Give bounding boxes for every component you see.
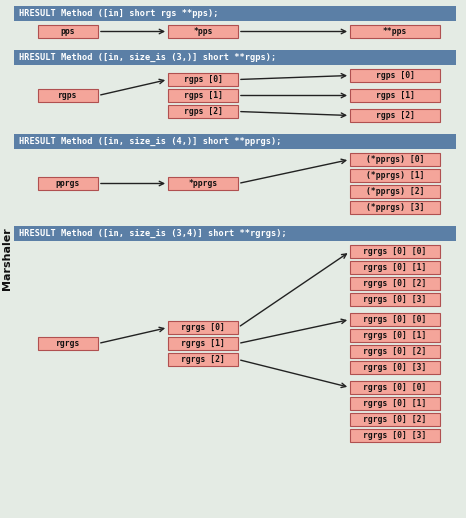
Text: (*pprgs) [3]: (*pprgs) [3] <box>366 203 424 212</box>
Text: rgps [1]: rgps [1] <box>376 91 414 100</box>
FancyBboxPatch shape <box>350 345 440 358</box>
FancyBboxPatch shape <box>350 361 440 374</box>
FancyBboxPatch shape <box>14 226 456 241</box>
FancyBboxPatch shape <box>350 313 440 326</box>
FancyBboxPatch shape <box>350 25 440 38</box>
FancyBboxPatch shape <box>350 185 440 198</box>
Text: HRESULT Method ([in] short rgs **pps);: HRESULT Method ([in] short rgs **pps); <box>19 9 219 18</box>
Text: rgps [0]: rgps [0] <box>376 71 414 80</box>
FancyBboxPatch shape <box>168 105 238 118</box>
FancyBboxPatch shape <box>350 245 440 258</box>
Text: pprgs: pprgs <box>56 179 80 188</box>
FancyBboxPatch shape <box>14 50 456 65</box>
Text: rgrgs [1]: rgrgs [1] <box>181 339 225 348</box>
FancyBboxPatch shape <box>350 277 440 290</box>
Text: pps: pps <box>61 27 75 36</box>
FancyBboxPatch shape <box>350 153 440 166</box>
Text: rgrgs [0] [1]: rgrgs [0] [1] <box>363 399 427 408</box>
FancyBboxPatch shape <box>168 177 238 190</box>
Text: rgrgs [0] [3]: rgrgs [0] [3] <box>363 363 427 372</box>
FancyBboxPatch shape <box>350 293 440 306</box>
Text: rgps [0]: rgps [0] <box>184 75 222 84</box>
FancyBboxPatch shape <box>168 321 238 334</box>
FancyBboxPatch shape <box>168 25 238 38</box>
Text: rgrgs [0] [0]: rgrgs [0] [0] <box>363 383 427 392</box>
FancyBboxPatch shape <box>38 177 98 190</box>
FancyBboxPatch shape <box>14 134 456 149</box>
FancyBboxPatch shape <box>350 381 440 394</box>
Text: Marshaler: Marshaler <box>2 227 12 291</box>
FancyBboxPatch shape <box>168 353 238 366</box>
Text: rgrgs [2]: rgrgs [2] <box>181 355 225 364</box>
Text: rgrgs [0] [0]: rgrgs [0] [0] <box>363 315 427 324</box>
FancyBboxPatch shape <box>350 413 440 426</box>
Text: (*pprgs) [2]: (*pprgs) [2] <box>366 187 424 196</box>
Text: rgrgs [0]: rgrgs [0] <box>181 323 225 332</box>
FancyBboxPatch shape <box>350 89 440 102</box>
Text: rgrgs [0] [2]: rgrgs [0] [2] <box>363 347 427 356</box>
Text: (*pprgs) [0]: (*pprgs) [0] <box>366 155 424 164</box>
Text: rgrgs [0] [3]: rgrgs [0] [3] <box>363 295 427 304</box>
FancyBboxPatch shape <box>350 397 440 410</box>
Text: *pps: *pps <box>193 27 213 36</box>
Text: (*pprgs) [1]: (*pprgs) [1] <box>366 171 424 180</box>
Text: HRESULT Method ([in, size_is (3,)] short **rgps);: HRESULT Method ([in, size_is (3,)] short… <box>19 53 276 62</box>
FancyBboxPatch shape <box>168 337 238 350</box>
Text: rgrgs [0] [0]: rgrgs [0] [0] <box>363 247 427 256</box>
Text: rgrgs [0] [3]: rgrgs [0] [3] <box>363 431 427 440</box>
FancyBboxPatch shape <box>38 337 98 350</box>
FancyBboxPatch shape <box>350 69 440 82</box>
FancyBboxPatch shape <box>14 6 456 21</box>
Text: rgps: rgps <box>58 91 78 100</box>
Text: rgps [1]: rgps [1] <box>184 91 222 100</box>
Text: rgps [2]: rgps [2] <box>376 111 414 120</box>
Text: HRESULT Method ([in, size_is (3,4)] short **rgrgs);: HRESULT Method ([in, size_is (3,4)] shor… <box>19 229 287 238</box>
FancyBboxPatch shape <box>350 429 440 442</box>
Text: HRESULT Method ([in, size_is (4,)] short **pprgs);: HRESULT Method ([in, size_is (4,)] short… <box>19 137 281 146</box>
Text: **pps: **pps <box>383 27 407 36</box>
Text: rgrgs [0] [1]: rgrgs [0] [1] <box>363 263 427 272</box>
FancyBboxPatch shape <box>168 89 238 102</box>
FancyBboxPatch shape <box>38 25 98 38</box>
Text: *pprgs: *pprgs <box>188 179 218 188</box>
FancyBboxPatch shape <box>350 201 440 214</box>
Text: rgrgs [0] [2]: rgrgs [0] [2] <box>363 415 427 424</box>
Text: rgps [2]: rgps [2] <box>184 107 222 116</box>
FancyBboxPatch shape <box>38 89 98 102</box>
FancyBboxPatch shape <box>168 73 238 86</box>
Text: rgrgs [0] [2]: rgrgs [0] [2] <box>363 279 427 288</box>
Text: rgrgs [0] [1]: rgrgs [0] [1] <box>363 331 427 340</box>
FancyBboxPatch shape <box>350 261 440 274</box>
FancyBboxPatch shape <box>350 169 440 182</box>
FancyBboxPatch shape <box>350 109 440 122</box>
Text: rgrgs: rgrgs <box>56 339 80 348</box>
FancyBboxPatch shape <box>350 329 440 342</box>
